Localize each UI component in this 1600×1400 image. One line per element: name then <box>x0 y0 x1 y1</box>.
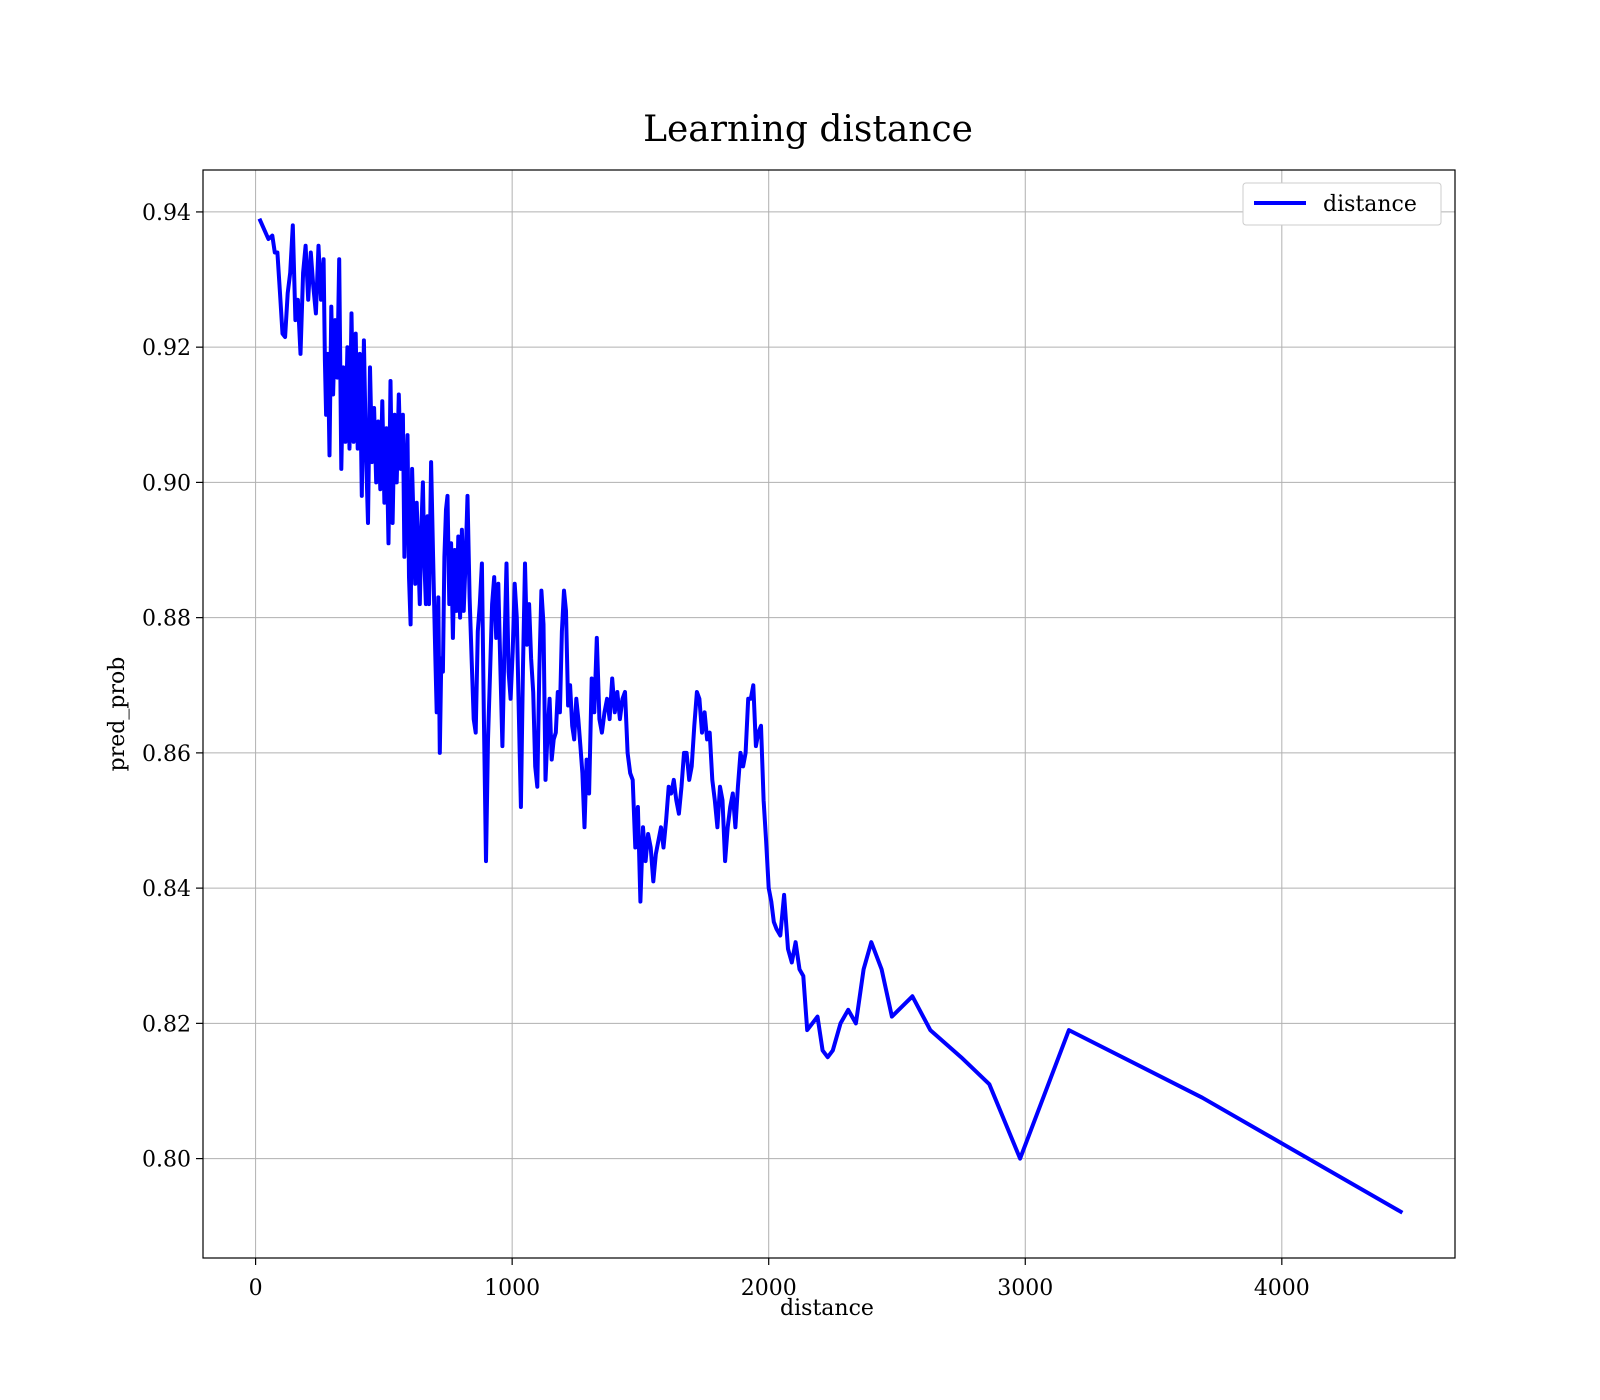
x-tick-label: 4000 <box>1254 1276 1310 1301</box>
y-tick-label: 0.86 <box>142 742 191 767</box>
y-tick-label: 0.80 <box>142 1148 191 1173</box>
series-layer <box>257 217 1404 1215</box>
tick-layer: 0 1000 2000 3000 4000 0.80 0.82 0.84 0.86 0.88 0.9… <box>142 201 1310 1301</box>
y-axis-label: pred_prob <box>105 657 130 772</box>
plot-frame <box>202 169 1456 1259</box>
y-tick-label: 0.90 <box>142 471 191 496</box>
x-axis-label: distance <box>780 1296 874 1321</box>
series-line-distance <box>257 217 1404 1215</box>
grid-layer <box>203 170 1455 1258</box>
legend-box <box>1242 182 1442 226</box>
x-tick-label: 1000 <box>484 1276 540 1301</box>
x-tick-label: 2000 <box>741 1276 797 1301</box>
y-tick-label: 0.92 <box>142 336 191 361</box>
y-tick-label: 0.82 <box>142 1012 191 1037</box>
legend: distance <box>1242 182 1442 226</box>
y-tick-label: 0.84 <box>142 877 191 902</box>
x-tick-label: 3000 <box>997 1276 1053 1301</box>
chart-title: Learning distance <box>643 109 973 150</box>
legend-label: distance <box>1323 192 1417 217</box>
y-tick-label: 0.94 <box>142 201 191 226</box>
y-tick-label: 0.88 <box>142 607 191 632</box>
x-tick-label: 0 <box>249 1276 263 1301</box>
